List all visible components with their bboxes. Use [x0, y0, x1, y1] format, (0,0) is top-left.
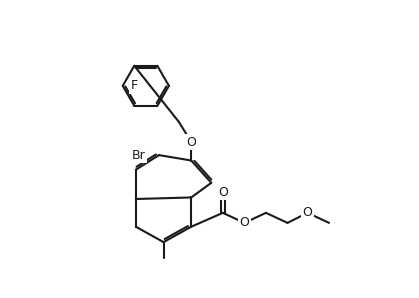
Text: O: O	[303, 206, 313, 219]
Text: O: O	[239, 216, 249, 229]
Text: O: O	[186, 136, 196, 148]
Text: O: O	[218, 186, 228, 198]
Text: F: F	[130, 79, 137, 92]
Text: Br: Br	[131, 149, 145, 162]
